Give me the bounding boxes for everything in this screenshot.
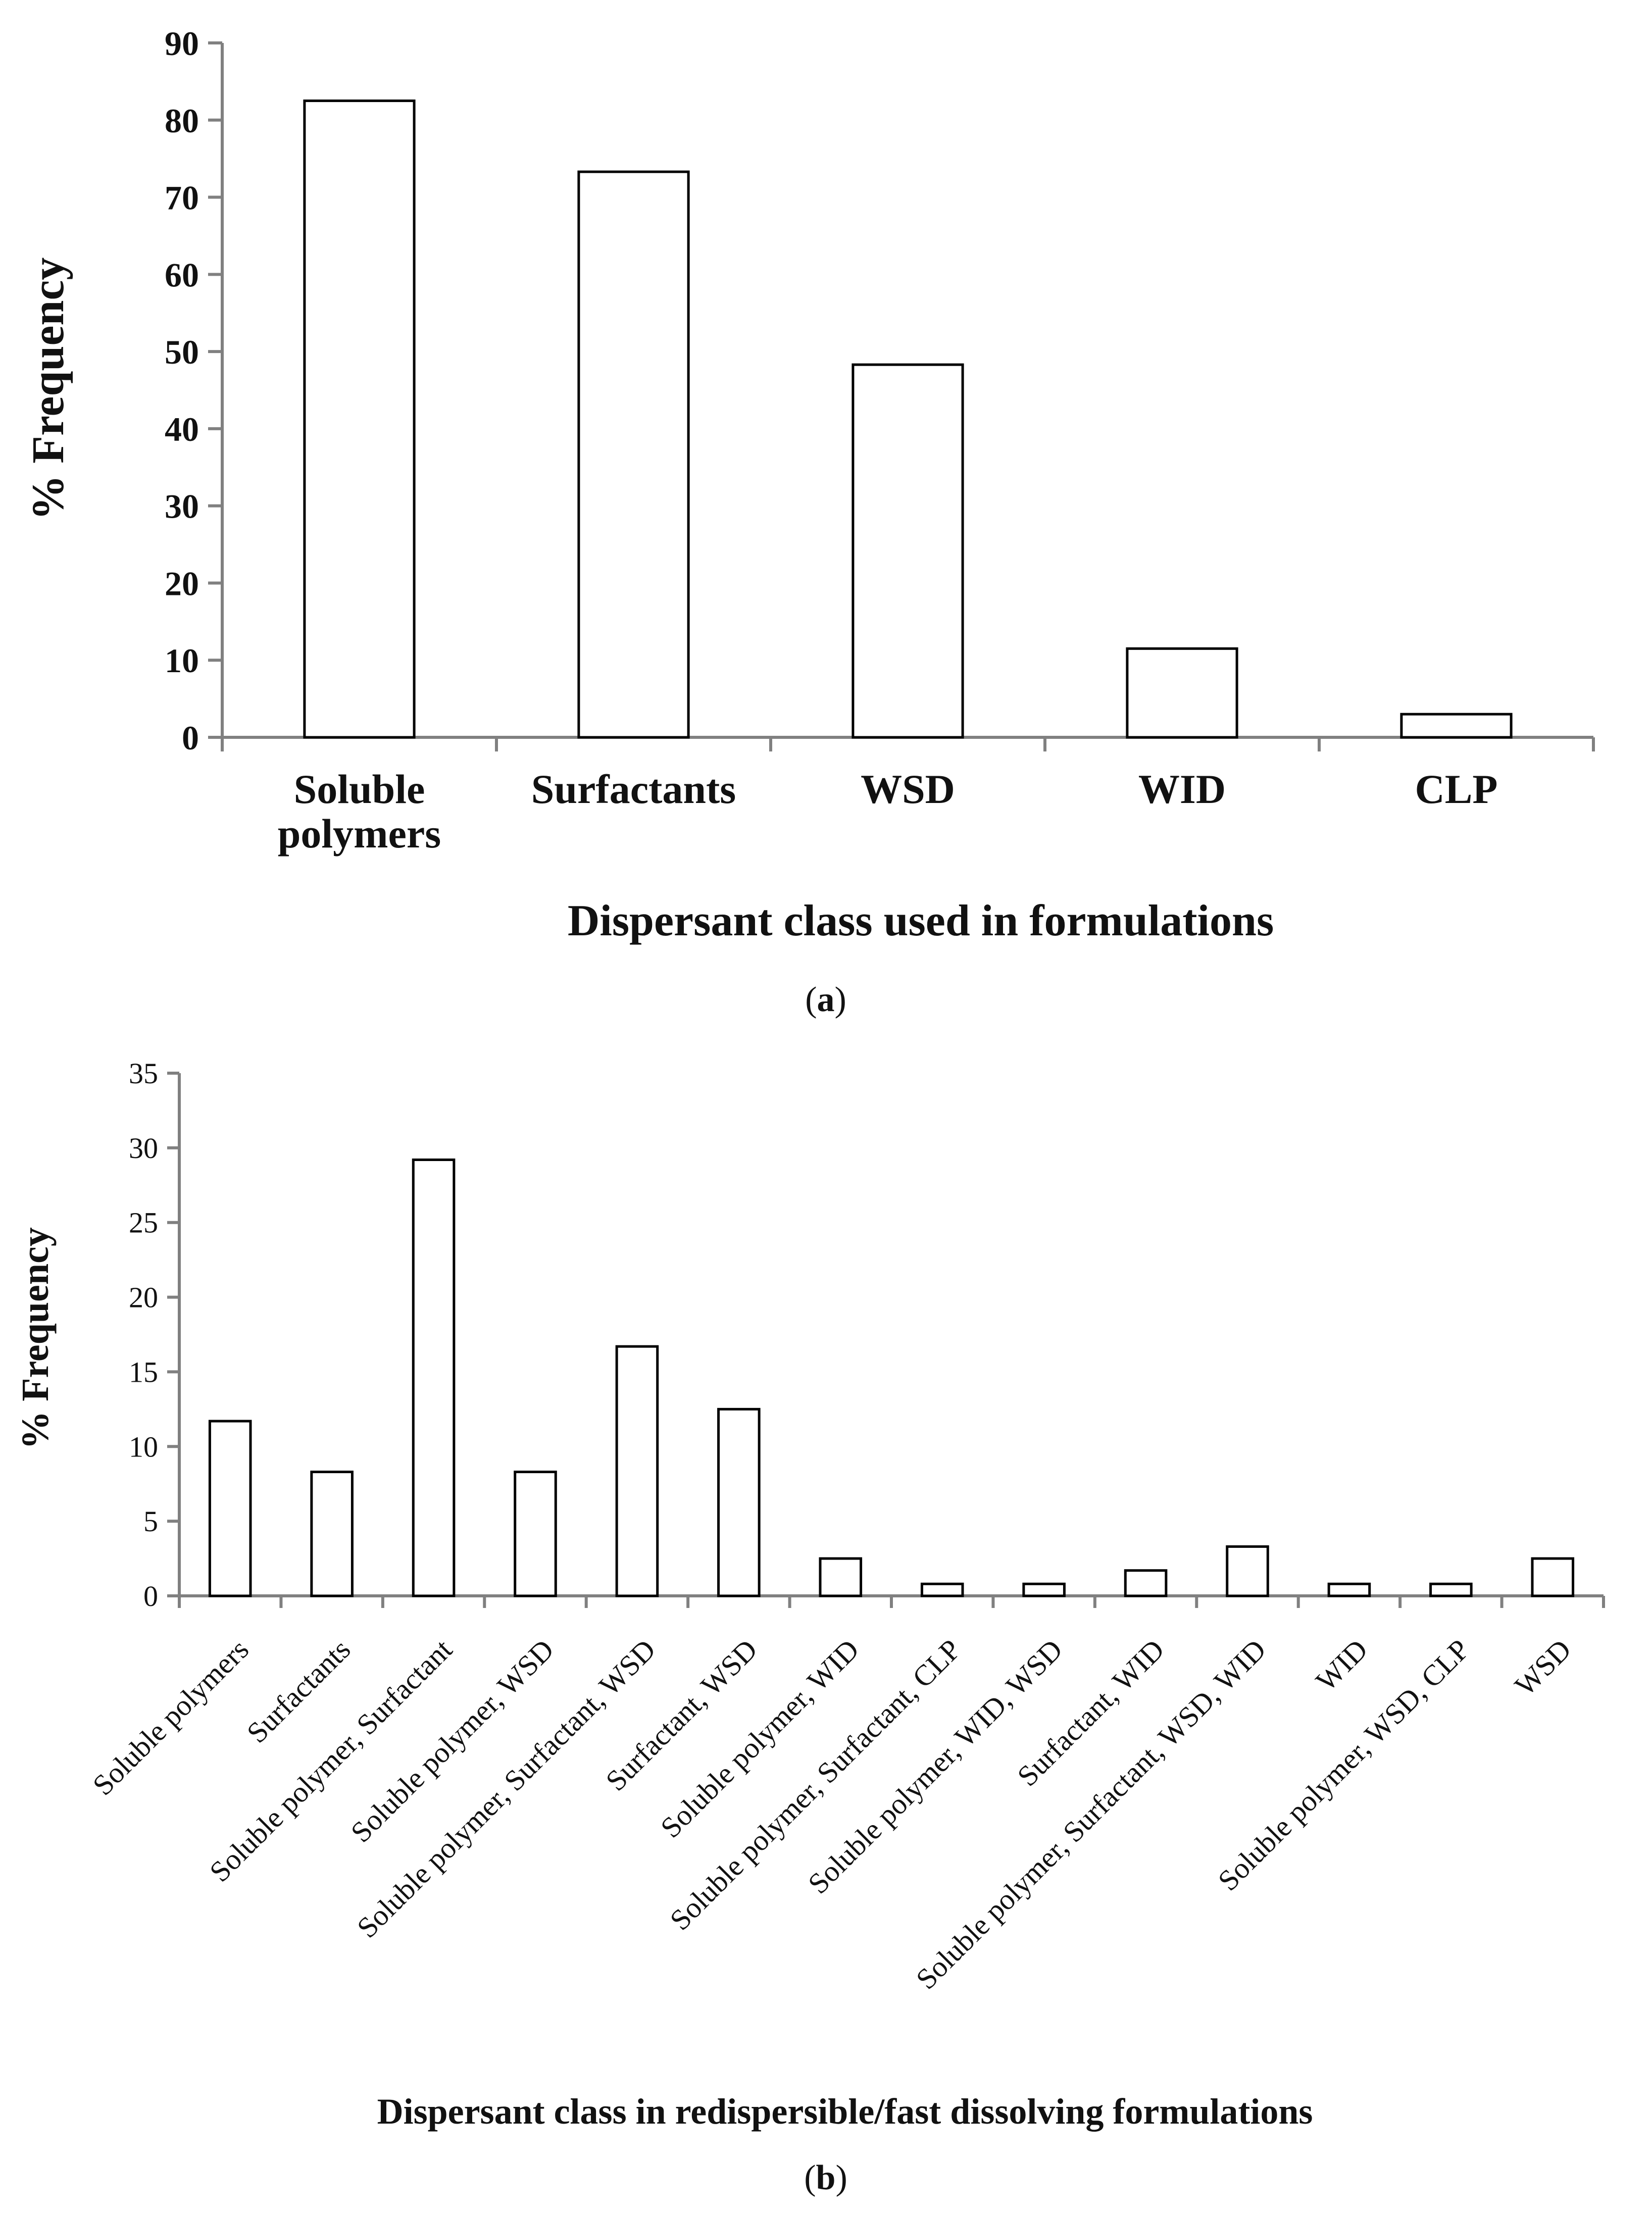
y-tick-label-b: 5 [143, 1505, 158, 1538]
x-axis-title-a: Dispersant class used in formulations [568, 896, 1274, 945]
bar-b [1327, 1582, 1371, 1597]
x-tick-label-b: WID [1310, 1633, 1374, 1697]
x-tick-label-a: CLP [1415, 766, 1498, 812]
bar-a [303, 99, 416, 739]
bar-b [1531, 1557, 1575, 1597]
caption-a-open: ( [805, 980, 817, 1019]
bar-b [1124, 1569, 1168, 1597]
caption-a-close: ) [835, 980, 846, 1019]
bar-b [615, 1345, 659, 1597]
x-tick-label-a: WSD [861, 766, 955, 812]
y-tick-label-a: 30 [165, 487, 199, 526]
chart-panel-b: % Frequency Dispersant class in redisper… [14, 1057, 1605, 2197]
y-tick-label-b: 15 [129, 1355, 158, 1388]
y-tick-label-b: 20 [129, 1281, 158, 1314]
chart-panel-a: % Frequency Dispersant class used in for… [23, 24, 1595, 1019]
y-tick-label-a: 60 [165, 256, 199, 294]
y-tick-label-b: 10 [129, 1430, 158, 1463]
bar-b [1022, 1582, 1066, 1597]
y-axis-title-a: % Frequency [23, 258, 73, 521]
y-tick-label-a: 20 [165, 564, 199, 602]
bar-b [717, 1407, 761, 1597]
y-axis-title-b: % Frequency [14, 1227, 57, 1449]
bar-a [1400, 713, 1513, 739]
y-tick-label-a: 0 [182, 719, 199, 757]
x-tick-label-b: Soluble polymer, WSD [344, 1633, 560, 1848]
caption-a-letter: a [817, 980, 835, 1019]
y-tick-label-a: 80 [165, 102, 199, 140]
bar-b [514, 1471, 557, 1597]
x-tick-label-a: Surfactants [531, 766, 736, 812]
bar-a [852, 363, 964, 739]
x-tick-label-a: Soluble [294, 766, 425, 812]
bar-b [310, 1471, 354, 1597]
caption-a: (a) [805, 980, 846, 1019]
x-tick-label-b: WSD [1508, 1633, 1577, 1702]
x-tick-label-a: polymers [278, 811, 441, 857]
y-tick-label-a: 70 [165, 179, 199, 217]
y-tick-label-a: 90 [165, 24, 199, 63]
y-tick-label-b: 0 [143, 1580, 158, 1613]
bar-a [577, 170, 690, 739]
y-tick-label-a: 50 [165, 333, 199, 371]
y-tick-label-b: 35 [129, 1057, 158, 1090]
caption-b-close: ) [835, 2158, 847, 2197]
x-axis-title-b: Dispersant class in redispersible/fast d… [377, 2091, 1313, 2132]
x-tick-label-a: WID [1138, 766, 1226, 812]
caption-b-letter: b [816, 2158, 836, 2197]
caption-b-open: ( [804, 2158, 816, 2197]
y-tick-label-a: 40 [165, 410, 199, 448]
bar-b [1429, 1582, 1473, 1597]
bar-b [920, 1582, 964, 1597]
bar-a [1126, 647, 1238, 739]
y-tick-label-b: 25 [129, 1206, 158, 1239]
bar-b [412, 1159, 456, 1597]
x-tick-label-b: Soluble polymer, WID [654, 1633, 865, 1844]
y-tick-label-a: 10 [165, 641, 199, 680]
bar-b [819, 1557, 863, 1597]
x-tick-label-b: Soluble polymer, Surfactant, WSD, WID [910, 1633, 1272, 1995]
bar-b [1226, 1545, 1269, 1597]
caption-b: (b) [804, 2158, 847, 2197]
bar-b [208, 1420, 252, 1597]
y-tick-label-b: 30 [129, 1132, 158, 1165]
x-tick-label-b: Soluble polymers [86, 1633, 255, 1801]
